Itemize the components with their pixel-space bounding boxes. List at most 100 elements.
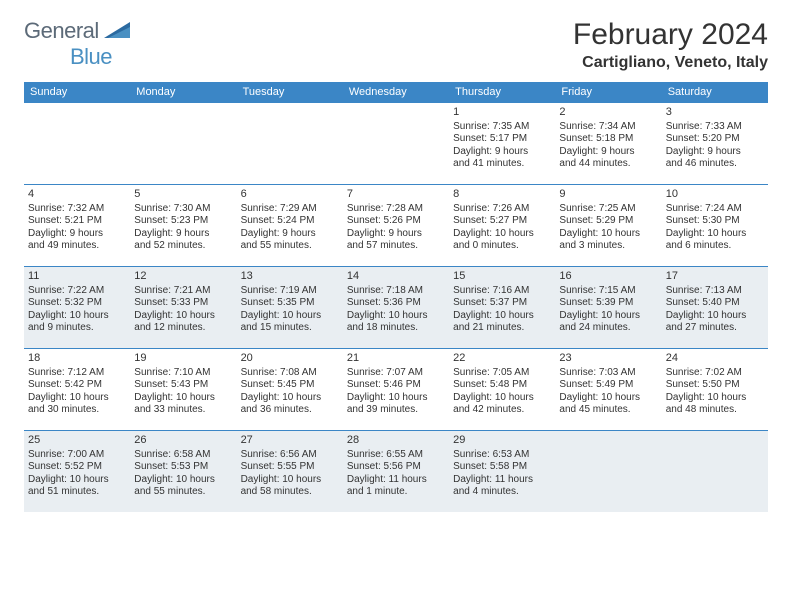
day-number: 1 xyxy=(453,106,551,120)
daylight-line: and 27 minutes. xyxy=(666,322,764,335)
sunset-line: Sunset: 5:48 PM xyxy=(453,379,551,392)
daylight-line: and 51 minutes. xyxy=(28,486,126,499)
calendar-cell: 27Sunrise: 6:56 AMSunset: 5:55 PMDayligh… xyxy=(237,430,343,512)
daylight-line: Daylight: 10 hours xyxy=(241,392,339,405)
daylight-line: and 46 minutes. xyxy=(666,158,764,171)
sunset-line: Sunset: 5:33 PM xyxy=(134,297,232,310)
day-number: 13 xyxy=(241,270,339,284)
calendar-cell: 6Sunrise: 7:29 AMSunset: 5:24 PMDaylight… xyxy=(237,184,343,266)
sunset-line: Sunset: 5:42 PM xyxy=(28,379,126,392)
day-number: 14 xyxy=(347,270,445,284)
sunrise-line: Sunrise: 6:56 AM xyxy=(241,449,339,462)
sunset-line: Sunset: 5:21 PM xyxy=(28,215,126,228)
location-subtitle: Cartigliano, Veneto, Italy xyxy=(573,54,768,72)
sunset-line: Sunset: 5:32 PM xyxy=(28,297,126,310)
sunset-line: Sunset: 5:23 PM xyxy=(134,215,232,228)
calendar-cell: 16Sunrise: 7:15 AMSunset: 5:39 PMDayligh… xyxy=(555,266,661,348)
sunrise-line: Sunrise: 7:13 AM xyxy=(666,285,764,298)
sunrise-line: Sunrise: 7:00 AM xyxy=(28,449,126,462)
daylight-line: and 44 minutes. xyxy=(559,158,657,171)
calendar-cell: 24Sunrise: 7:02 AMSunset: 5:50 PMDayligh… xyxy=(662,348,768,430)
sunrise-line: Sunrise: 7:15 AM xyxy=(559,285,657,298)
daylight-line: and 57 minutes. xyxy=(347,240,445,253)
calendar-cell: 21Sunrise: 7:07 AMSunset: 5:46 PMDayligh… xyxy=(343,348,449,430)
sunset-line: Sunset: 5:24 PM xyxy=(241,215,339,228)
calendar-cell: 28Sunrise: 6:55 AMSunset: 5:56 PMDayligh… xyxy=(343,430,449,512)
daylight-line: Daylight: 10 hours xyxy=(134,474,232,487)
day-number: 23 xyxy=(559,352,657,366)
dow-header: Wednesday xyxy=(343,82,449,102)
sunset-line: Sunset: 5:35 PM xyxy=(241,297,339,310)
daylight-line: Daylight: 10 hours xyxy=(134,392,232,405)
sunrise-line: Sunrise: 7:05 AM xyxy=(453,367,551,380)
day-number: 24 xyxy=(666,352,764,366)
day-number: 15 xyxy=(453,270,551,284)
header: General Blue February 2024 Cartigliano, … xyxy=(24,18,768,72)
page-title: February 2024 xyxy=(573,18,768,52)
calendar-grid: SundayMondayTuesdayWednesdayThursdayFrid… xyxy=(24,82,768,512)
calendar-cell: 9Sunrise: 7:25 AMSunset: 5:29 PMDaylight… xyxy=(555,184,661,266)
sunset-line: Sunset: 5:39 PM xyxy=(559,297,657,310)
daylight-line: and 49 minutes. xyxy=(28,240,126,253)
sunset-line: Sunset: 5:30 PM xyxy=(666,215,764,228)
calendar-cell xyxy=(662,430,768,512)
sunrise-line: Sunrise: 7:32 AM xyxy=(28,203,126,216)
daylight-line: and 39 minutes. xyxy=(347,404,445,417)
daylight-line: Daylight: 10 hours xyxy=(347,392,445,405)
day-number: 4 xyxy=(28,188,126,202)
daylight-line: and 52 minutes. xyxy=(134,240,232,253)
day-number: 12 xyxy=(134,270,232,284)
sunrise-line: Sunrise: 7:10 AM xyxy=(134,367,232,380)
daylight-line: Daylight: 9 hours xyxy=(134,228,232,241)
sunrise-line: Sunrise: 7:03 AM xyxy=(559,367,657,380)
daylight-line: and 58 minutes. xyxy=(241,486,339,499)
calendar-cell xyxy=(555,430,661,512)
daylight-line: Daylight: 10 hours xyxy=(559,310,657,323)
brand-left: General xyxy=(24,18,99,43)
day-number: 22 xyxy=(453,352,551,366)
daylight-line: and 45 minutes. xyxy=(559,404,657,417)
daylight-line: Daylight: 9 hours xyxy=(453,146,551,159)
sunset-line: Sunset: 5:56 PM xyxy=(347,461,445,474)
calendar-cell: 2Sunrise: 7:34 AMSunset: 5:18 PMDaylight… xyxy=(555,102,661,184)
day-number: 19 xyxy=(134,352,232,366)
daylight-line: and 1 minute. xyxy=(347,486,445,499)
daylight-line: and 24 minutes. xyxy=(559,322,657,335)
sunrise-line: Sunrise: 7:28 AM xyxy=(347,203,445,216)
daylight-line: and 12 minutes. xyxy=(134,322,232,335)
dow-header: Monday xyxy=(130,82,236,102)
sunset-line: Sunset: 5:18 PM xyxy=(559,133,657,146)
sunset-line: Sunset: 5:58 PM xyxy=(453,461,551,474)
sunset-line: Sunset: 5:17 PM xyxy=(453,133,551,146)
brand-right: Blue xyxy=(24,44,112,69)
daylight-line: Daylight: 9 hours xyxy=(347,228,445,241)
day-number: 9 xyxy=(559,188,657,202)
dow-header: Thursday xyxy=(449,82,555,102)
calendar-cell: 4Sunrise: 7:32 AMSunset: 5:21 PMDaylight… xyxy=(24,184,130,266)
sunrise-line: Sunrise: 7:24 AM xyxy=(666,203,764,216)
day-number: 8 xyxy=(453,188,551,202)
sunrise-line: Sunrise: 7:21 AM xyxy=(134,285,232,298)
daylight-line: and 33 minutes. xyxy=(134,404,232,417)
sunrise-line: Sunrise: 7:29 AM xyxy=(241,203,339,216)
brand-logo: General Blue xyxy=(24,18,130,70)
daylight-line: Daylight: 10 hours xyxy=(453,392,551,405)
daylight-line: and 36 minutes. xyxy=(241,404,339,417)
calendar-cell: 7Sunrise: 7:28 AMSunset: 5:26 PMDaylight… xyxy=(343,184,449,266)
dow-header: Friday xyxy=(555,82,661,102)
calendar-cell: 17Sunrise: 7:13 AMSunset: 5:40 PMDayligh… xyxy=(662,266,768,348)
daylight-line: and 0 minutes. xyxy=(453,240,551,253)
daylight-line: Daylight: 11 hours xyxy=(453,474,551,487)
day-number: 29 xyxy=(453,434,551,448)
dow-header: Sunday xyxy=(24,82,130,102)
sunrise-line: Sunrise: 7:35 AM xyxy=(453,121,551,134)
sunrise-line: Sunrise: 7:07 AM xyxy=(347,367,445,380)
daylight-line: and 18 minutes. xyxy=(347,322,445,335)
calendar-cell: 23Sunrise: 7:03 AMSunset: 5:49 PMDayligh… xyxy=(555,348,661,430)
sunrise-line: Sunrise: 7:08 AM xyxy=(241,367,339,380)
calendar-cell: 10Sunrise: 7:24 AMSunset: 5:30 PMDayligh… xyxy=(662,184,768,266)
day-number: 7 xyxy=(347,188,445,202)
daylight-line: Daylight: 9 hours xyxy=(559,146,657,159)
daylight-line: and 4 minutes. xyxy=(453,486,551,499)
calendar-cell: 25Sunrise: 7:00 AMSunset: 5:52 PMDayligh… xyxy=(24,430,130,512)
